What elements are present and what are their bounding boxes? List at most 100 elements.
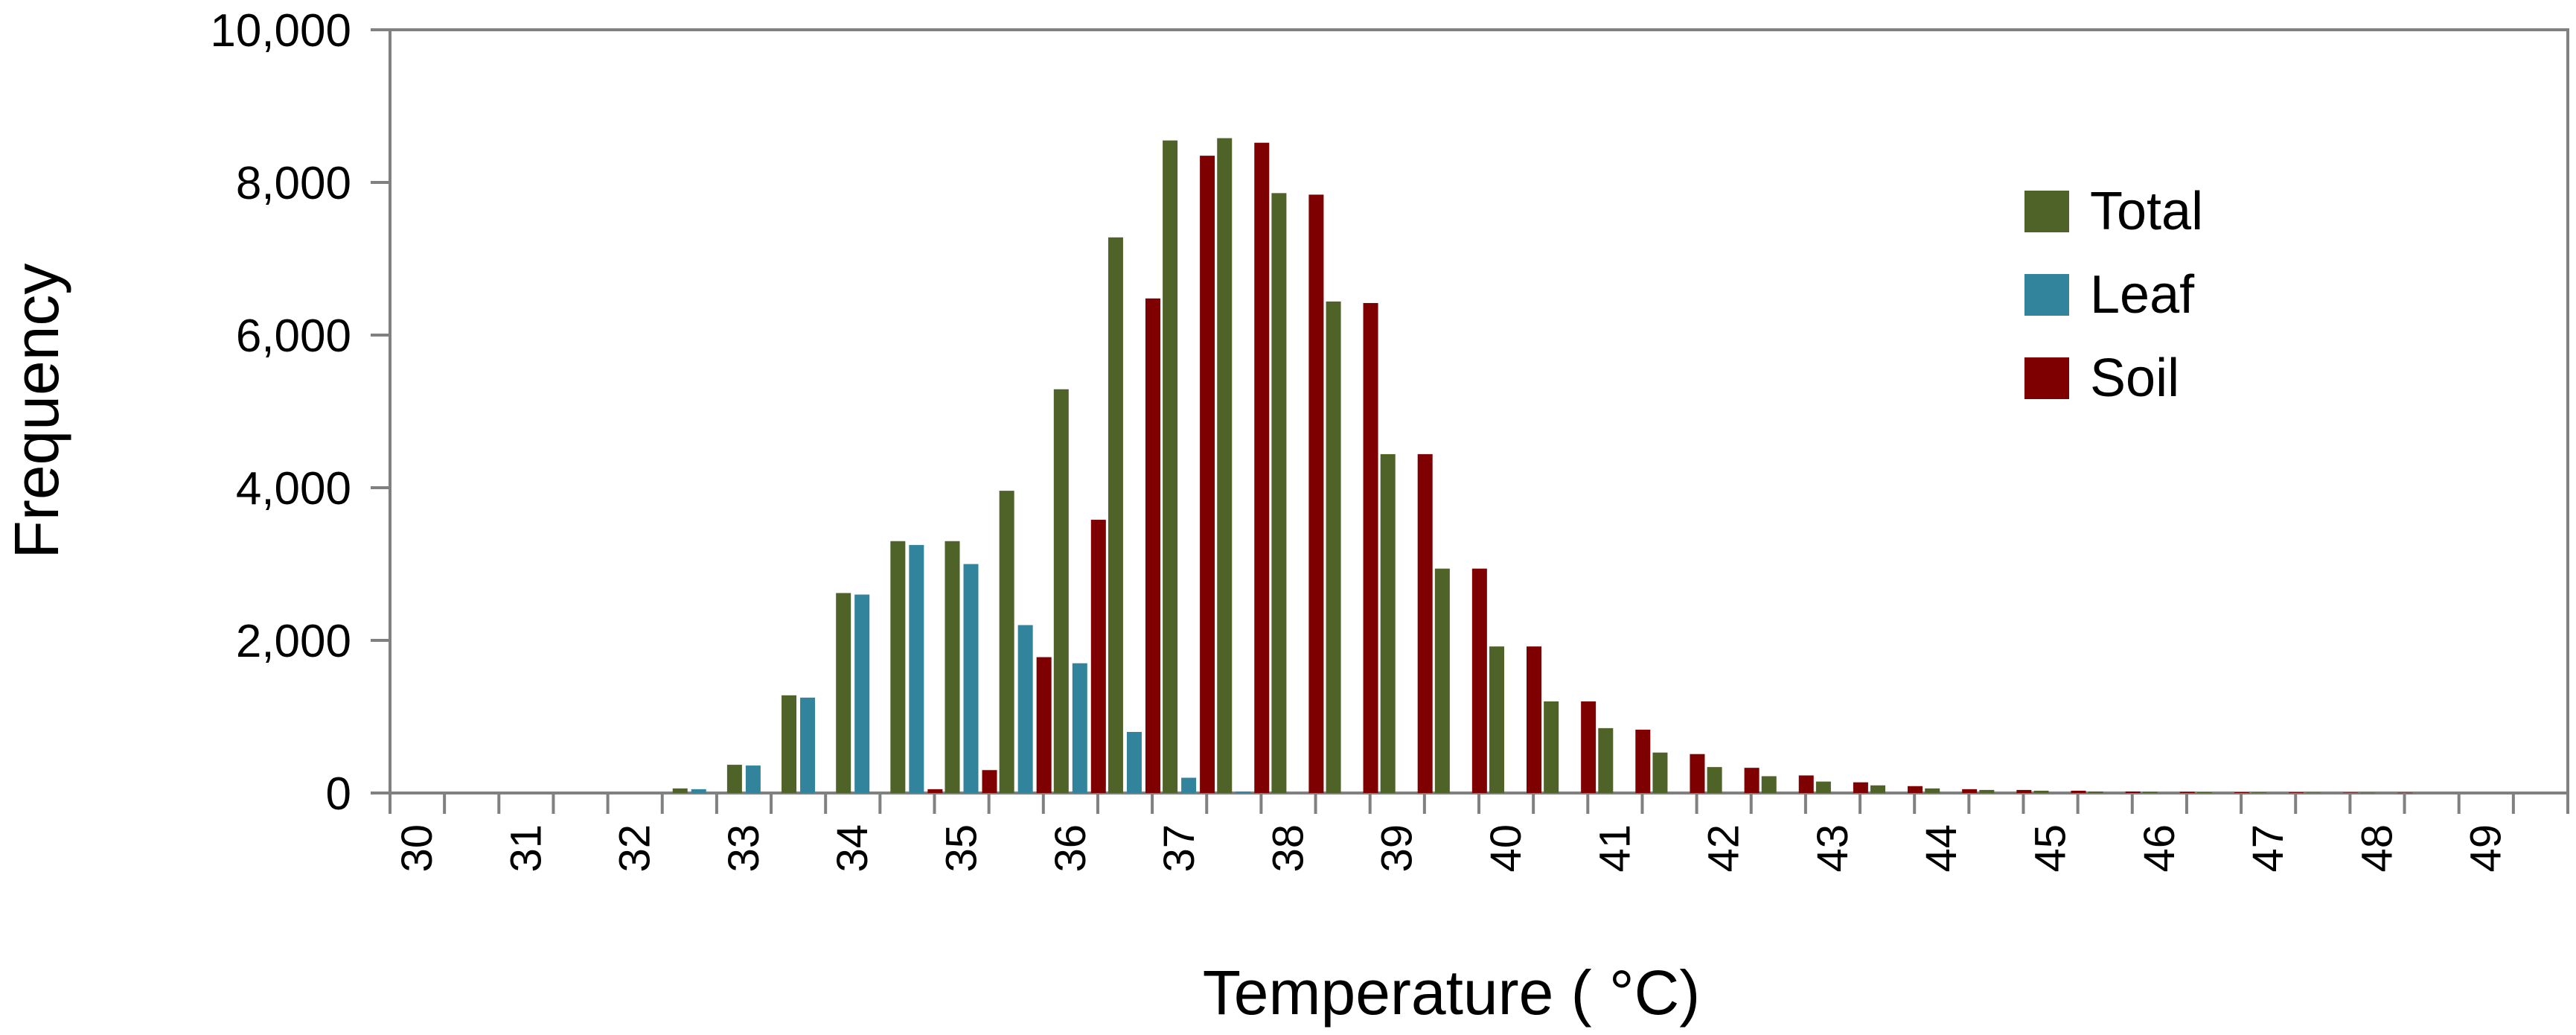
- bar-leaf: [1017, 625, 1033, 793]
- bar-total: [1598, 727, 1614, 793]
- x-tick-label: 47: [2244, 824, 2292, 873]
- x-tick-label: 33: [720, 824, 768, 873]
- bar-soil: [2016, 789, 2032, 793]
- bar-total: [2142, 792, 2158, 793]
- bar-soil: [1690, 754, 1705, 793]
- bar-soil: [2179, 792, 2195, 793]
- x-tick-label: 48: [2353, 824, 2401, 873]
- bar-total: [1434, 568, 1450, 793]
- x-tick-label: 40: [1482, 824, 1530, 873]
- y-tick-label: 2,000: [236, 616, 351, 667]
- x-tick-label: 42: [1700, 824, 1748, 873]
- bar-total: [1652, 752, 1668, 793]
- bar-soil: [1635, 729, 1651, 793]
- bar-total: [2196, 792, 2212, 793]
- x-tick-label: 31: [502, 824, 550, 873]
- bar-total: [1217, 138, 1233, 794]
- bar-soil: [1744, 768, 1760, 793]
- bar-soil: [1090, 520, 1106, 793]
- bar-total: [1380, 453, 1396, 793]
- legend-swatch-leaf: [2024, 274, 2069, 316]
- y-axis-ticks: 0 2,000 4,000 6,000 8,000 10,000: [210, 5, 390, 820]
- legend-swatch-total: [2024, 191, 2069, 232]
- bar-total: [1271, 193, 1287, 794]
- x-tick-label: 32: [611, 824, 659, 873]
- bar-soil: [1200, 156, 1215, 793]
- bar-soil: [927, 789, 943, 793]
- bar-leaf: [1072, 663, 1087, 793]
- bar-soil: [2125, 791, 2141, 793]
- bar-soil: [2071, 790, 2086, 793]
- bar-leaf: [691, 789, 706, 793]
- x-tick-label: 34: [828, 824, 877, 873]
- legend: Total Leaf Soil: [2024, 182, 2203, 408]
- legend-label-soil: Soil: [2090, 348, 2179, 408]
- bar-total: [2306, 792, 2321, 793]
- bar-total: [782, 695, 797, 793]
- bar-total: [2251, 792, 2267, 793]
- bar-soil: [1853, 782, 1868, 793]
- bar-soil: [1036, 657, 1052, 793]
- x-axis-ticks: 30 31 32 33 34 35 36 37 38 39 40 41 42 43 44 45 46 47 48 49…: [389, 793, 2576, 873]
- bar-leaf: [1236, 791, 1251, 793]
- bar-total: [1815, 781, 1831, 793]
- x-tick-label: 37: [1155, 824, 1204, 873]
- bar-soil: [982, 770, 997, 793]
- bar-soil: [1962, 789, 1978, 793]
- bar-total: [1108, 237, 1123, 793]
- x-tick-label: 49: [2462, 824, 2511, 873]
- y-axis-title: Frequency: [1, 264, 71, 559]
- bar-total: [999, 491, 1014, 793]
- legend-label-total: Total: [2090, 182, 2203, 241]
- x-axis-title: Temperature ( °C): [1203, 958, 1700, 1028]
- bar-soil: [1798, 775, 1814, 793]
- bar-total: [1053, 389, 1069, 793]
- bar-soil: [1417, 453, 1433, 793]
- bar-soil: [1581, 701, 1597, 793]
- bar-leaf: [1181, 777, 1197, 793]
- bar-total: [1163, 140, 1178, 793]
- bar-total: [2088, 791, 2103, 793]
- bar-total: [2360, 792, 2376, 794]
- bar-total: [1925, 788, 1940, 793]
- bar-total: [1544, 701, 1559, 793]
- bar-total: [836, 593, 851, 793]
- bar-soil: [2343, 792, 2359, 793]
- x-tick-label: 30: [393, 824, 441, 873]
- bar-soil: [1527, 646, 1541, 793]
- bar-soil: [2234, 792, 2249, 793]
- y-tick-label: 10,000: [210, 5, 351, 57]
- bar-total: [1326, 301, 1341, 793]
- bar-total: [1489, 646, 1504, 793]
- bar-leaf: [854, 594, 870, 793]
- bar-total: [726, 765, 742, 793]
- bar-total: [890, 541, 906, 793]
- bar-soil: [1471, 568, 1487, 793]
- x-tick-label: 46: [2135, 824, 2184, 873]
- bar-leaf: [963, 564, 979, 793]
- bar-total: [1870, 785, 1886, 793]
- bar-total: [1707, 767, 1722, 793]
- bar-leaf: [1126, 732, 1142, 793]
- x-tick-label: 38: [1264, 824, 1312, 873]
- bar-leaf: [745, 765, 761, 793]
- x-tick-label: 50: [2571, 824, 2576, 873]
- y-tick-label: 6,000: [236, 310, 351, 362]
- x-tick-label: 36: [1046, 824, 1095, 873]
- y-tick-label: 8,000: [236, 158, 351, 209]
- y-tick-label: 0: [326, 768, 351, 820]
- legend-label-leaf: Leaf: [2090, 265, 2195, 325]
- bar-soil: [2289, 792, 2304, 793]
- x-tick-label: 35: [938, 824, 986, 873]
- bar-soil: [1145, 298, 1160, 793]
- bar-soil: [1254, 142, 1270, 793]
- x-tick-label: 44: [1917, 824, 1966, 873]
- bar-leaf: [800, 697, 816, 793]
- bar-leaf: [909, 544, 924, 793]
- x-tick-label: 43: [1809, 824, 1857, 873]
- bars: [672, 138, 2413, 794]
- x-tick-label: 45: [2027, 824, 2075, 873]
- bar-soil: [2397, 792, 2413, 794]
- y-tick-label: 4,000: [236, 463, 351, 515]
